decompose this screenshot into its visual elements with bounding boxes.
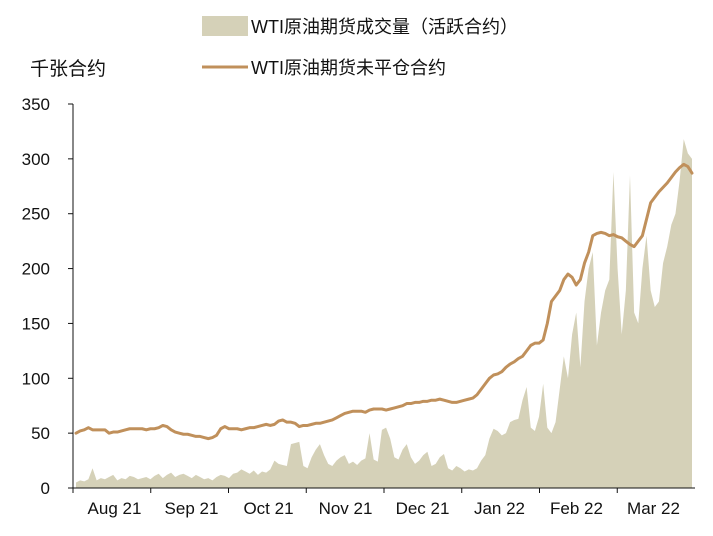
x-tick-label: Jan 22 xyxy=(474,499,525,518)
y-tick-label: 300 xyxy=(22,150,50,169)
series-line-open-interest xyxy=(74,162,694,441)
series-area-volume xyxy=(76,139,692,489)
x-tick-label: Sep 21 xyxy=(165,499,219,518)
x-tick-label: Feb 22 xyxy=(550,499,603,518)
legend: WTI原油期货成交量（活跃合约） WTI原油期货未平仓合约 xyxy=(202,16,518,78)
y-axis-label: 千张合约 xyxy=(30,58,106,80)
x-tick-label: Mar 22 xyxy=(627,499,680,518)
y-axis: 0 50 100 150 200 250 300 350 xyxy=(22,95,74,498)
x-tick-label: Nov 21 xyxy=(319,499,373,518)
y-tick-label: 0 xyxy=(41,479,50,498)
y-tick-label: 100 xyxy=(22,369,50,388)
legend-label-open-interest: WTI原油期货未平仓合约 xyxy=(251,58,446,78)
y-tick-label: 50 xyxy=(31,424,50,443)
legend-label-volume: WTI原油期货成交量（活跃合约） xyxy=(251,17,518,37)
legend-swatch-volume xyxy=(202,16,248,36)
x-tick-label: Oct 21 xyxy=(243,499,293,518)
y-tick-label: 250 xyxy=(22,205,50,224)
x-tick-label: Dec 21 xyxy=(396,499,450,518)
x-tick-label: Aug 21 xyxy=(88,499,142,518)
plot-area xyxy=(74,139,694,489)
x-axis: Aug 21 Sep 21 Oct 21 Nov 21 Dec 21 Jan 22 Feb … xyxy=(72,487,695,518)
y-tick-label: 350 xyxy=(22,95,50,114)
y-tick-label: 150 xyxy=(22,314,50,333)
y-tick-label: 200 xyxy=(22,260,50,279)
